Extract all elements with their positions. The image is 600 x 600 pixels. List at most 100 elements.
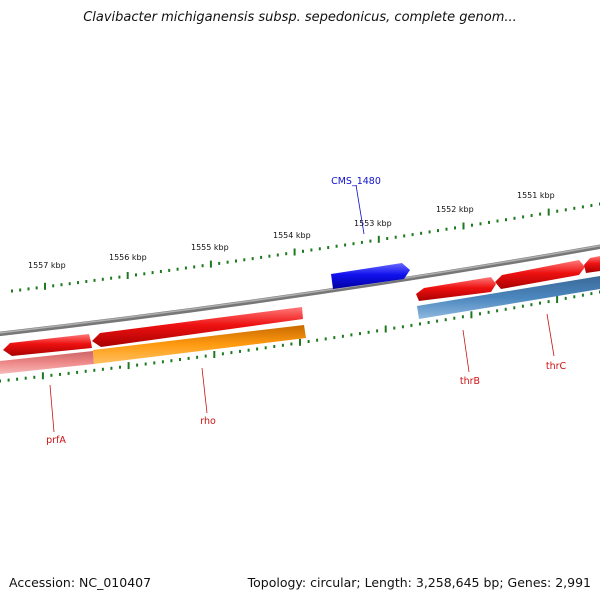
gene-cms-1480[interactable]: [331, 263, 410, 289]
scale-label-1552: 1552 kbp: [436, 205, 474, 214]
map-title: Clavibacter michiganensis subsp. sepedon…: [83, 10, 517, 25]
inner-minor-tick: [110, 366, 113, 370]
outer-minor-tick: [471, 223, 473, 227]
inner-minor-tick: [16, 377, 19, 381]
genome-backbone-highlight: [0, 245, 600, 334]
leader-cms-1480: [355, 184, 365, 235]
label-thrC[interactable]: thrC: [546, 361, 567, 372]
genome-backbone: [0, 244, 600, 337]
gene-forward-5[interactable]: [584, 256, 600, 273]
scale-label-1555: 1555 kbp: [191, 243, 229, 252]
outer-minor-tick: [184, 266, 187, 270]
inner-major-tick: [470, 311, 473, 319]
outer-minor-tick: [77, 281, 79, 285]
inner-minor-tick: [153, 361, 156, 365]
inner-major-tick: [213, 351, 216, 358]
inner-minor-tick: [7, 378, 10, 382]
outer-major-tick: [44, 282, 46, 290]
scale-ticks-outer: [11, 202, 600, 293]
outer-minor-tick: [285, 252, 288, 256]
inner-minor-tick: [230, 351, 233, 355]
outer-minor-tick: [101, 277, 104, 281]
label-rho[interactable]: rho: [200, 416, 216, 427]
inner-minor-tick: [161, 360, 164, 364]
forward-strand-features: [3, 256, 600, 356]
gene-forward-3[interactable]: [416, 277, 496, 301]
leader-rho: [201, 367, 208, 414]
scale-label-1557: 1557 kbp: [28, 261, 66, 270]
label-prfA[interactable]: prfA: [46, 435, 66, 446]
gene-forward-1[interactable]: [3, 334, 92, 356]
inner-minor-tick: [324, 337, 327, 341]
outer-minor-tick: [226, 260, 229, 264]
inner-minor-tick: [196, 355, 199, 359]
outer-minor-tick: [479, 222, 482, 226]
gene-rho[interactable]: [93, 325, 306, 364]
outer-minor-tick: [386, 237, 389, 240]
outer-minor-tick: [52, 284, 55, 288]
inner-minor-tick: [419, 322, 421, 326]
outer-minor-tick: [27, 287, 30, 291]
inner-minor-tick: [67, 371, 70, 375]
inner-minor-tick: [564, 296, 567, 300]
inner-minor-tick: [573, 295, 576, 299]
outer-minor-tick: [590, 204, 593, 207]
inner-minor-tick: [33, 375, 36, 379]
inner-minor-tick: [101, 367, 104, 371]
outer-minor-tick: [310, 248, 313, 252]
outer-minor-tick: [60, 283, 63, 287]
inner-major-tick: [384, 325, 387, 333]
inner-minor-tick: [410, 323, 413, 327]
gene-prfA[interactable]: [0, 351, 94, 374]
inner-minor-tick: [496, 309, 499, 313]
inner-minor-tick: [479, 312, 481, 316]
label-thrB[interactable]: thrB: [460, 376, 480, 387]
outer-minor-tick: [176, 267, 179, 271]
inner-minor-tick: [590, 292, 593, 296]
outer-major-tick: [547, 208, 550, 216]
inner-minor-tick: [581, 293, 584, 297]
inner-minor-tick: [513, 306, 516, 310]
inner-major-tick: [556, 296, 559, 303]
gene-forward-2[interactable]: [92, 307, 303, 347]
outer-minor-tick: [118, 275, 121, 279]
inner-minor-tick: [350, 333, 353, 337]
outer-minor-tick: [369, 239, 372, 243]
gene-thrB-thrC[interactable]: [417, 276, 600, 319]
inner-minor-tick: [539, 301, 541, 305]
outer-minor-tick: [394, 235, 397, 239]
inner-major-tick: [299, 338, 301, 346]
inner-major-tick: [41, 372, 44, 380]
label-cms-1480[interactable]: CMS_1480: [331, 176, 381, 187]
inner-minor-tick: [50, 373, 53, 377]
outer-minor-tick: [513, 216, 516, 220]
inner-minor-tick: [530, 303, 533, 307]
outer-minor-tick: [143, 272, 146, 276]
outer-minor-tick: [85, 280, 88, 283]
gene-forward-4[interactable]: [495, 260, 585, 289]
scale-label-1553: 1553 kbp: [354, 219, 392, 228]
outer-minor-tick: [159, 270, 162, 273]
outer-minor-tick: [35, 286, 38, 290]
outer-minor-tick: [68, 282, 71, 286]
outer-major-tick: [126, 272, 129, 279]
outer-minor-tick: [496, 219, 499, 223]
outer-minor-tick: [556, 209, 559, 213]
inner-minor-tick: [119, 365, 121, 369]
inner-minor-tick: [0, 379, 1, 383]
outer-minor-tick: [530, 214, 533, 217]
outer-minor-tick: [573, 206, 576, 210]
inner-minor-tick: [221, 352, 224, 356]
inner-minor-tick: [427, 321, 430, 324]
inner-minor-tick: [341, 334, 344, 338]
outer-major-tick: [462, 222, 465, 230]
inner-minor-tick: [461, 315, 464, 319]
scale-label-1551: 1551 kbp: [517, 191, 555, 200]
outer-minor-tick: [151, 271, 154, 275]
inner-minor-tick: [376, 329, 379, 333]
leader-thrC: [546, 313, 555, 357]
outer-minor-tick: [260, 255, 263, 259]
inner-minor-tick: [84, 369, 87, 373]
inner-minor-tick: [547, 300, 550, 304]
